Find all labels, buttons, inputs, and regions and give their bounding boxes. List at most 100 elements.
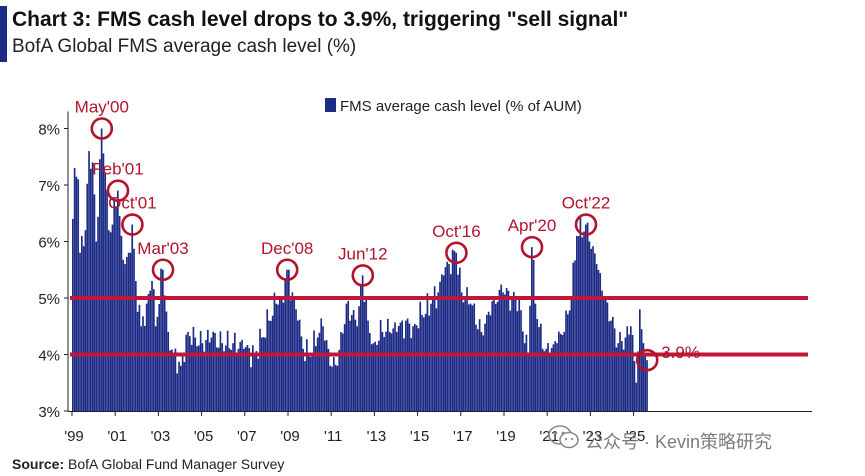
bar — [599, 273, 602, 411]
bar — [387, 318, 389, 411]
x-tick-label: '01 — [107, 428, 127, 445]
x-tick-label: '11 — [324, 428, 342, 445]
bar — [399, 322, 402, 411]
bar — [271, 315, 274, 411]
bar — [232, 343, 234, 411]
bar — [212, 331, 215, 411]
bar — [597, 269, 600, 411]
source-text: BofA Global Fund Manager Survey — [64, 456, 285, 472]
x-tick-label: '19 — [496, 428, 516, 445]
bar — [379, 319, 382, 411]
y-tick-label: 5% — [38, 291, 60, 308]
bar — [198, 345, 200, 411]
x-tick-label: '03 — [151, 428, 171, 445]
bar — [388, 331, 391, 411]
bar — [484, 323, 486, 411]
bar — [259, 328, 261, 411]
bar — [244, 347, 247, 411]
bar — [576, 235, 578, 411]
annotation-label: Dec'08 — [261, 239, 313, 258]
bar — [540, 323, 542, 411]
bar — [592, 246, 594, 411]
bar — [194, 337, 197, 411]
bar — [140, 326, 143, 411]
bar — [640, 329, 643, 411]
bar — [307, 354, 310, 411]
bar — [635, 382, 638, 411]
bar — [225, 345, 227, 411]
bar — [397, 326, 400, 411]
bar — [410, 338, 413, 411]
bar — [144, 325, 146, 411]
bar — [637, 351, 639, 411]
bar — [306, 339, 308, 411]
bar — [349, 320, 351, 411]
bar — [372, 343, 375, 411]
annotation-label: Feb'01 — [92, 160, 143, 179]
bar — [149, 290, 152, 411]
bar — [478, 319, 481, 411]
bar — [183, 361, 186, 411]
bar — [585, 224, 587, 411]
bar — [358, 306, 360, 411]
bar — [174, 348, 177, 411]
bar — [190, 344, 193, 411]
bar — [169, 350, 171, 411]
bar — [356, 326, 359, 411]
bar — [127, 252, 130, 411]
bar — [187, 331, 189, 411]
bar — [621, 341, 623, 411]
bar — [255, 351, 258, 411]
bar — [370, 344, 373, 411]
y-tick-label: 8% — [38, 122, 60, 139]
bar — [574, 260, 576, 411]
bar — [563, 331, 566, 411]
bar — [345, 303, 348, 411]
bar — [534, 303, 537, 411]
bar — [135, 281, 137, 411]
bar — [612, 316, 614, 411]
axes — [67, 111, 812, 412]
bar — [90, 168, 92, 411]
bar — [583, 231, 585, 411]
annotation-label: Jun'12 — [338, 244, 388, 263]
bar — [430, 303, 432, 411]
bar — [165, 311, 168, 411]
bar — [118, 216, 121, 411]
bar — [594, 253, 596, 411]
bar — [473, 303, 476, 411]
bar — [72, 218, 74, 411]
bar — [160, 268, 162, 411]
bar — [333, 357, 335, 411]
bar — [525, 334, 528, 411]
bar — [180, 365, 182, 411]
bar — [250, 367, 252, 411]
bar — [475, 324, 477, 411]
bar — [111, 224, 114, 411]
bar — [385, 331, 387, 411]
bar — [396, 331, 398, 411]
bar — [590, 248, 593, 411]
bar — [122, 259, 125, 411]
bar — [520, 310, 522, 411]
bar — [558, 331, 560, 411]
bar — [433, 286, 436, 411]
bar — [505, 288, 508, 411]
bar — [106, 190, 108, 411]
bar — [338, 349, 341, 411]
bar — [423, 317, 425, 411]
bar — [552, 344, 555, 411]
bar — [495, 303, 497, 411]
bar — [469, 303, 472, 411]
bar — [633, 361, 636, 411]
bar — [275, 303, 278, 411]
annotation-label: Apr'20 — [508, 216, 557, 235]
bar — [572, 262, 575, 411]
bar — [354, 319, 357, 411]
bar — [617, 343, 620, 411]
bar — [381, 331, 384, 411]
bar — [324, 340, 326, 411]
bar — [630, 326, 632, 411]
bar — [608, 321, 611, 411]
bar — [304, 361, 306, 411]
